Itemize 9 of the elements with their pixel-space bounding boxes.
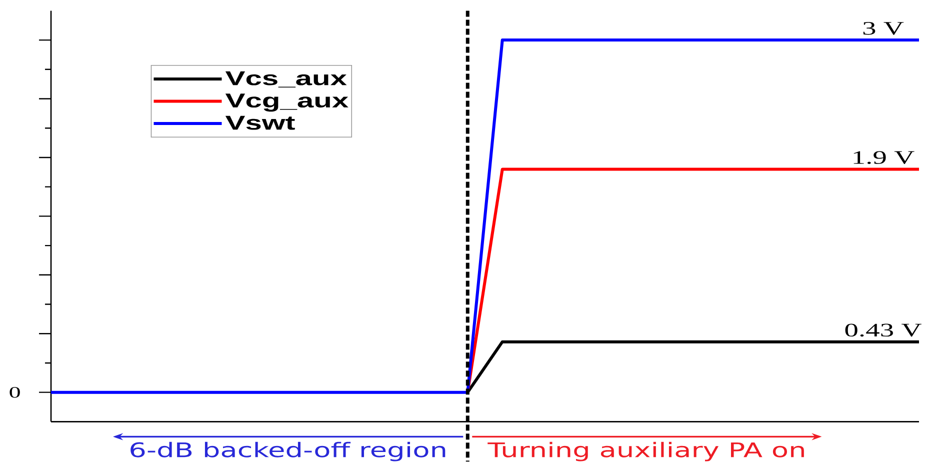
data-label: 0.43 V — [845, 324, 922, 337]
text: 6-dB backed-off region — [130, 442, 446, 462]
data-label: 3 V — [863, 22, 904, 35]
text: Turning auxiliary PA on — [488, 442, 804, 462]
legend-label: Vswt — [225, 116, 295, 130]
data-label: 1.9 V — [854, 151, 914, 164]
text: 0 — [10, 386, 20, 398]
legend-label: Vcg_aux — [225, 94, 348, 112]
legend-label: Vcs_aux — [225, 71, 347, 88]
